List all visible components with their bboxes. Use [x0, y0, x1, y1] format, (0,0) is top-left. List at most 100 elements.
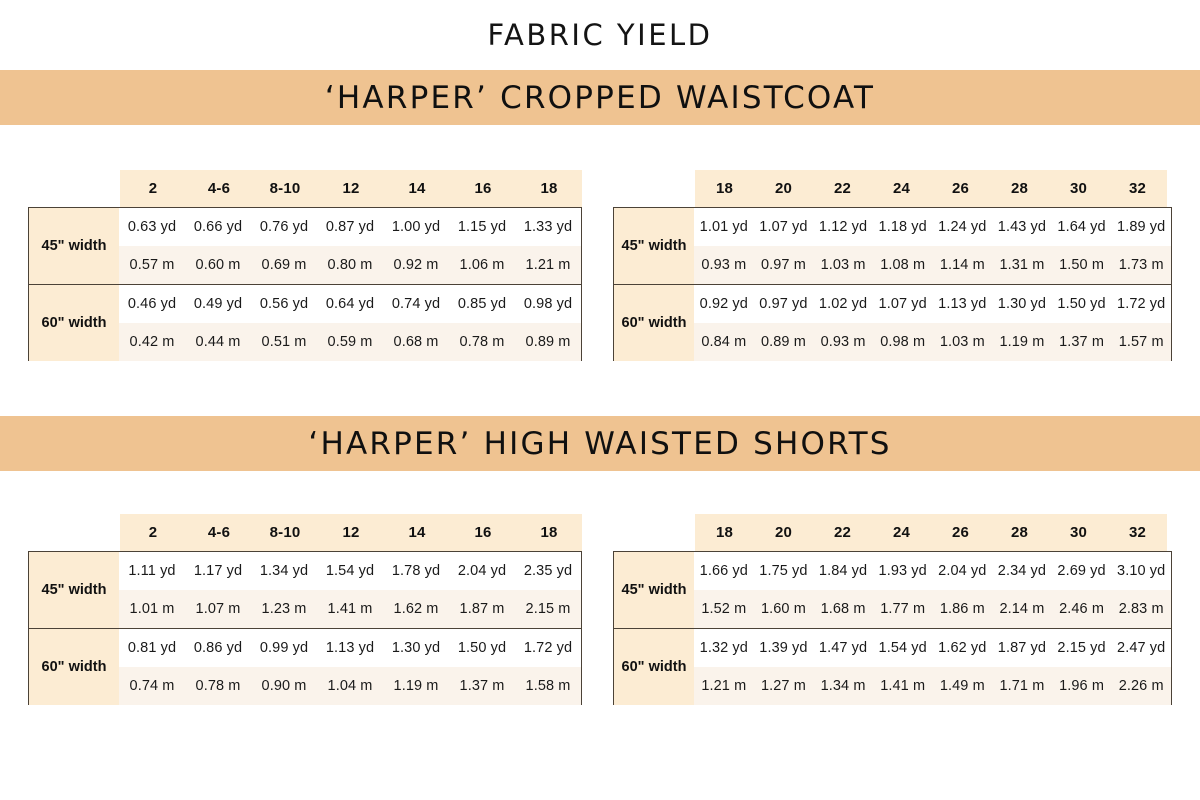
width-label: 60" width [29, 629, 119, 705]
width-group-rows: 0.81 yd 0.86 yd 0.99 yd 1.13 yd 1.30 yd 1.50 … [119, 629, 581, 705]
yield-cell: 0.63 yd [127, 219, 177, 235]
yield-cell: 1.47 yd [818, 640, 868, 656]
yield-cell: 1.24 yd [938, 219, 987, 235]
yield-cell: 1.87 yd [997, 640, 1047, 656]
table-row: 1.01 m 1.07 m 1.23 m 1.41 m 1.62 m 1.87 m 2.15… [119, 590, 581, 628]
size-header-cell: 4-6 [207, 524, 231, 541]
yield-cell: 0.51 m [261, 334, 307, 350]
size-header-cell: 30 [1069, 180, 1088, 197]
size-header-cell: 4-6 [207, 180, 231, 197]
yield-cell: 0.93 m [820, 334, 866, 350]
yield-cell: 0.89 m [760, 334, 806, 350]
table-row: 0.46 yd 0.49 yd 0.56 yd 0.64 yd 0.74 yd 0.85 … [119, 285, 581, 323]
size-header-cell: 20 [774, 180, 793, 197]
width-group: 60" width 0.92 yd 0.97 yd 1.02 yd 1.07 yd 1.1… [614, 284, 1171, 361]
size-header-cell: 16 [474, 524, 492, 541]
yield-cell: 2.15 yd [1057, 640, 1106, 656]
yield-cell: 1.39 yd [759, 640, 808, 656]
yield-cell: 1.07 yd [759, 219, 808, 235]
width-group: 45" width 0.63 yd 0.66 yd 0.76 yd 0.87 yd 1.0… [29, 208, 581, 284]
yield-cell: 2.04 yd [457, 563, 507, 579]
size-header-cell: 18 [715, 180, 734, 197]
width-label: 60" width [29, 285, 119, 361]
section-banner-waistcoat: ‘HARPER’ CROPPED WAISTCOAT [0, 70, 1200, 125]
yield-cell: 1.23 m [261, 601, 307, 617]
width-group-rows: 1.66 yd 1.75 yd 1.84 yd 1.93 yd 2.04 yd 2.34 … [694, 552, 1171, 628]
yield-cell: 1.30 yd [391, 640, 441, 656]
section-banner-label: ‘HARPER’ HIGH WAISTED SHORTS [308, 425, 892, 462]
section-banner-label: ‘HARPER’ CROPPED WAISTCOAT [324, 79, 876, 116]
yield-cell: 0.85 yd [457, 296, 507, 312]
table-row: 1.52 m 1.60 m 1.68 m 1.77 m 1.86 m 2.14 m 2.46… [694, 590, 1171, 628]
yield-cell: 0.69 m [261, 257, 307, 273]
yield-cell: 1.84 yd [818, 563, 868, 579]
yield-cell: 1.27 m [760, 678, 806, 694]
yield-cell: 0.99 yd [259, 640, 309, 656]
yield-cell: 0.78 m [195, 678, 241, 694]
yield-cell: 1.15 yd [457, 219, 507, 235]
page-title: FABRIC YIELD [487, 18, 713, 52]
yield-cell: 1.43 yd [997, 219, 1047, 235]
yield-cell: 0.44 m [195, 334, 241, 350]
size-header-cell: 12 [342, 180, 360, 197]
table-row: 0.84 m 0.89 m 0.93 m 0.98 m 1.03 m 1.19 m 1.37… [694, 323, 1171, 361]
table-row: 1.32 yd 1.39 yd 1.47 yd 1.54 yd 1.62 yd 1.87 … [694, 629, 1171, 667]
yield-cell: 3.10 yd [1117, 563, 1166, 579]
table-body: 45" width 1.11 yd 1.17 yd 1.34 yd 1.54 yd 1.7… [28, 551, 582, 705]
yield-cell: 1.07 yd [878, 296, 927, 312]
yield-cell: 0.42 m [129, 334, 175, 350]
table-body: 45" width 1.66 yd 1.75 yd 1.84 yd 1.93 yd 2.0… [613, 551, 1172, 705]
yield-cell: 1.31 m [999, 257, 1045, 273]
yield-cell: 1.93 yd [878, 563, 927, 579]
yield-cell: 0.97 yd [759, 296, 808, 312]
size-header-cell: 16 [474, 180, 492, 197]
yield-cell: 1.50 yd [1057, 296, 1106, 312]
yield-cell: 0.74 yd [391, 296, 441, 312]
table-row: 0.57 m 0.60 m 0.69 m 0.80 m 0.92 m 1.06 m 1.21… [119, 246, 581, 284]
size-header-row: 2 4-6 8-10 12 14 16 18 [120, 170, 582, 207]
yield-cell: 1.21 m [701, 678, 747, 694]
yield-cell: 1.02 yd [818, 296, 868, 312]
yield-cell: 1.78 yd [391, 563, 441, 579]
yield-cell: 0.74 m [129, 678, 175, 694]
size-header-cell: 20 [774, 524, 793, 541]
yield-cell: 1.32 yd [699, 640, 748, 656]
yield-cell: 0.66 yd [193, 219, 243, 235]
table-row: 0.93 m 0.97 m 1.03 m 1.08 m 1.14 m 1.31 m 1.50… [694, 246, 1171, 284]
table-row: 0.42 m 0.44 m 0.51 m 0.59 m 0.68 m 0.78 m 0.89… [119, 323, 581, 361]
size-header-cell: 18 [540, 180, 558, 197]
yield-cell: 1.33 yd [523, 219, 573, 235]
yield-cell: 1.60 m [760, 601, 806, 617]
width-group: 60" width 0.46 yd 0.49 yd 0.56 yd 0.64 yd 0.7… [29, 284, 581, 361]
yield-cell: 1.73 m [1118, 257, 1164, 273]
yield-cell: 1.49 m [939, 678, 985, 694]
yield-cell: 1.89 yd [1117, 219, 1166, 235]
size-header-cell: 2 [148, 524, 158, 541]
width-label: 60" width [614, 629, 694, 705]
yield-cell: 1.37 m [1059, 334, 1105, 350]
yield-cell: 1.01 m [129, 601, 175, 617]
yield-cell: 0.93 m [701, 257, 747, 273]
yield-cell: 1.72 yd [1117, 296, 1166, 312]
yield-cell: 0.87 yd [325, 219, 375, 235]
yield-cell: 0.97 m [760, 257, 806, 273]
table-row: 0.92 yd 0.97 yd 1.02 yd 1.07 yd 1.13 yd 1.30 … [694, 285, 1171, 323]
size-header-cell: 14 [408, 524, 426, 541]
size-header-cell: 26 [951, 180, 970, 197]
table-body: 45" width 0.63 yd 0.66 yd 0.76 yd 0.87 yd 1.0… [28, 207, 582, 361]
yield-cell: 1.41 m [880, 678, 926, 694]
yield-cell: 1.04 m [327, 678, 373, 694]
yield-cell: 0.98 m [880, 334, 926, 350]
size-header-cell: 32 [1128, 180, 1147, 197]
yield-cell: 0.56 yd [259, 296, 309, 312]
yield-cell: 2.15 m [525, 601, 571, 617]
size-header-cell: 22 [833, 524, 852, 541]
yield-cell: 1.30 yd [997, 296, 1047, 312]
yield-cell: 0.68 m [393, 334, 439, 350]
yield-cell: 0.89 m [525, 334, 571, 350]
yield-cell: 1.03 m [820, 257, 866, 273]
width-label: 45" width [614, 208, 694, 284]
width-group-rows: 0.46 yd 0.49 yd 0.56 yd 0.64 yd 0.74 yd 0.85 … [119, 285, 581, 361]
size-header-row: 2 4-6 8-10 12 14 16 18 [120, 514, 582, 551]
table-row: 0.81 yd 0.86 yd 0.99 yd 1.13 yd 1.30 yd 1.50 … [119, 629, 581, 667]
